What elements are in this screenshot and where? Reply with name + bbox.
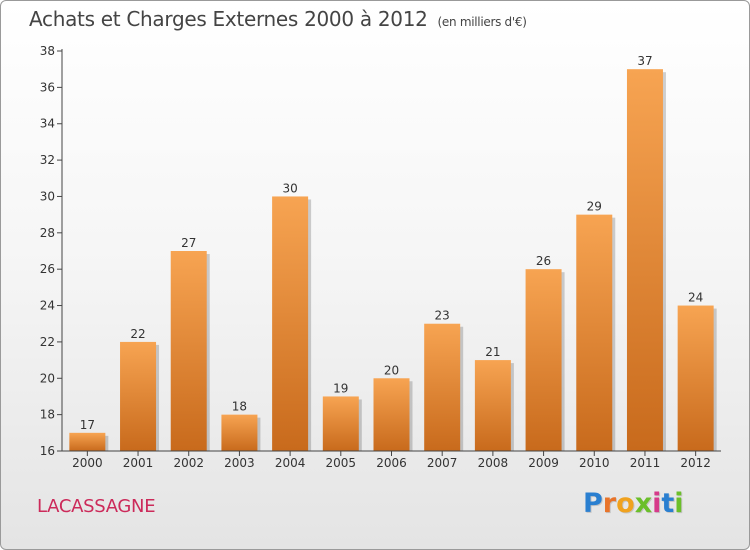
- bar-2010: [576, 214, 613, 451]
- bar-2006: [373, 378, 410, 451]
- y-tick-label: 26: [40, 262, 55, 276]
- logo-letter: P: [583, 488, 603, 519]
- y-tick-label: 24: [40, 299, 55, 313]
- data-label: 17: [80, 418, 95, 432]
- x-tick-label: 2002: [173, 456, 204, 470]
- chart-subtitle: (en milliers d'€): [437, 15, 527, 29]
- x-tick-label: 2003: [224, 456, 255, 470]
- y-tick-label: 18: [40, 408, 55, 422]
- logo-letter: t: [661, 488, 675, 519]
- x-tick-label: 2005: [326, 456, 357, 470]
- x-tick-label: 2012: [680, 456, 711, 470]
- chart-title-text: Achats et Charges Externes 2000 à 2012: [29, 7, 428, 31]
- bar-2008: [474, 360, 511, 451]
- bar-2003: [221, 414, 258, 451]
- logo-letter: o: [616, 488, 635, 519]
- data-label: 23: [435, 309, 450, 323]
- y-tick-label: 20: [40, 371, 55, 385]
- x-tick-label: 2006: [376, 456, 407, 470]
- bar-2007: [424, 323, 461, 451]
- y-tick-label: 34: [40, 117, 55, 131]
- bar-2009: [525, 269, 562, 451]
- logo-letter: i: [652, 488, 662, 519]
- bar-2012: [677, 305, 714, 451]
- data-label: 24: [688, 291, 703, 305]
- data-label: 30: [282, 181, 297, 195]
- y-tick-label: 32: [40, 153, 55, 167]
- bar-2001: [120, 341, 157, 451]
- x-tick-label: 2007: [427, 456, 458, 470]
- x-tick-label: 2010: [579, 456, 610, 470]
- data-label: 29: [587, 200, 602, 214]
- bar-2011: [626, 69, 663, 451]
- x-tick-label: 2000: [72, 456, 103, 470]
- chart-title: Achats et Charges Externes 2000 à 2012 (e…: [29, 7, 527, 31]
- data-label: 37: [637, 54, 652, 68]
- data-label: 26: [536, 254, 551, 268]
- logo-letter: r: [602, 488, 617, 519]
- data-label: 20: [384, 363, 399, 377]
- data-label: 18: [232, 400, 247, 414]
- x-tick-label: 2001: [123, 456, 154, 470]
- bar-2000: [69, 432, 106, 451]
- commune-name: LACASSAGNE: [37, 496, 156, 517]
- x-tick-label: 2004: [275, 456, 306, 470]
- x-tick-label: 2009: [528, 456, 559, 470]
- y-tick-label: 16: [40, 444, 55, 458]
- y-tick-label: 30: [40, 189, 55, 203]
- bar-2005: [322, 396, 359, 451]
- x-tick-label: 2011: [630, 456, 661, 470]
- y-tick-label: 36: [40, 80, 55, 94]
- logo-letter: i: [674, 488, 684, 519]
- y-tick-label: 38: [40, 44, 55, 58]
- data-label: 27: [181, 236, 196, 250]
- x-tick-label: 2008: [478, 456, 509, 470]
- bar-2002: [170, 251, 207, 451]
- data-label: 19: [333, 381, 348, 395]
- y-tick-label: 28: [40, 226, 55, 240]
- logo-letter: x: [634, 488, 653, 519]
- data-label: 21: [485, 345, 500, 359]
- data-label: 22: [130, 327, 145, 341]
- proxiti-logo: Proxiti: [583, 488, 684, 519]
- bar-2004: [272, 196, 309, 451]
- y-tick-label: 22: [40, 335, 55, 349]
